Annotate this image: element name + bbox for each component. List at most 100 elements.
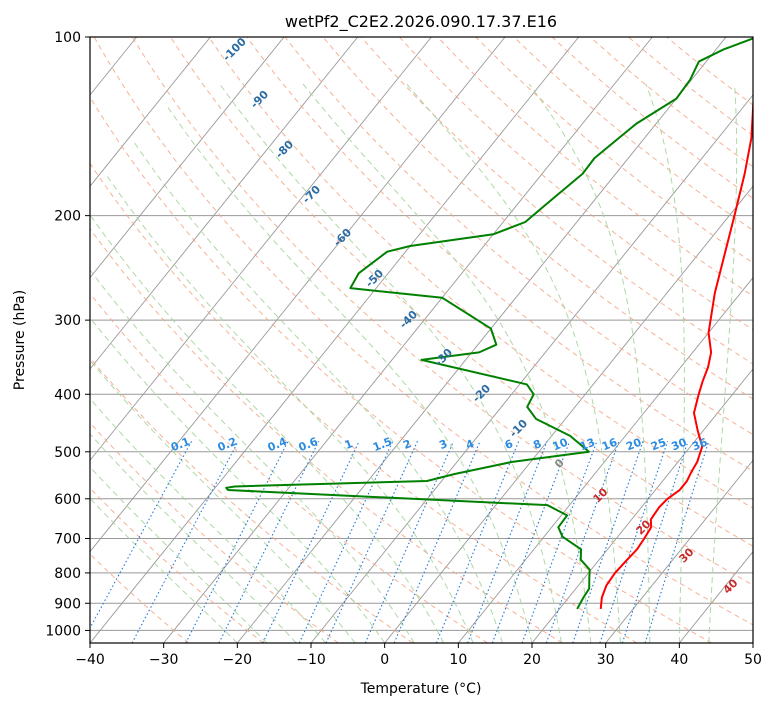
moist-adiabat-line <box>406 83 621 643</box>
mixing-ratio-label: 3 <box>437 437 449 452</box>
isotherm-line <box>457 276 753 643</box>
x-tick-label: 30 <box>597 652 615 668</box>
mixing-ratio-label: 2 <box>401 437 413 452</box>
dry-adiabat-line <box>551 37 753 199</box>
adiabat-label: -90 <box>248 88 271 111</box>
x-tick-label: −40 <box>75 652 105 668</box>
mixing-ratio-label: 6 <box>503 437 515 452</box>
dry-adiabat-line <box>90 357 414 643</box>
y-tick-label: 500 <box>54 445 81 461</box>
moist-adiabat-line <box>528 83 651 643</box>
isotherm-line <box>384 185 753 643</box>
x-tick-label: −10 <box>296 652 326 668</box>
mixing-ratio-label: 25 <box>649 436 668 454</box>
isotherm-line <box>605 459 753 643</box>
adiabat-label: -50 <box>363 267 386 290</box>
dry-adiabat-line <box>93 37 753 626</box>
mixing-ratio-label: 16 <box>600 436 619 454</box>
mixing-ratio-line <box>572 441 644 643</box>
mixing-ratio-line <box>364 441 455 643</box>
isotherm-line <box>531 368 753 643</box>
dry-adiabat-line <box>399 37 753 331</box>
moist-adiabat-line <box>90 466 268 643</box>
mixing-ratio-line <box>644 441 710 643</box>
moist-adiabat-line <box>133 141 504 643</box>
y-tick-label: 600 <box>54 492 81 508</box>
y-tick-label: 800 <box>54 566 81 582</box>
moist-adiabat-line <box>90 359 356 643</box>
mixing-ratio-line <box>521 441 598 643</box>
mixing-ratio-line <box>218 441 320 643</box>
thermo-lines-layer <box>90 37 753 643</box>
dry-adiabat-line <box>322 37 753 400</box>
mixing-ratio-line <box>298 441 394 643</box>
mixing-ratio-line <box>599 441 669 643</box>
chart-title: wetPf2_C2E2.2026.090.17.37.E16 <box>285 12 557 32</box>
isotherm-line <box>163 37 653 643</box>
adiabat-label: -30 <box>432 346 455 369</box>
moist-adiabat-line <box>105 173 474 643</box>
y-tick-label: 300 <box>54 313 81 329</box>
moist-adiabat-line <box>90 316 386 643</box>
adiabat-label: -70 <box>300 183 323 206</box>
dry-adiabat-line <box>90 227 563 643</box>
dry-adiabat-line <box>208 37 753 509</box>
adiabat-label: -40 <box>397 308 420 331</box>
y-axis-label: Pressure (hPa) <box>12 290 28 390</box>
mixing-ratio-label: 8 <box>531 437 543 452</box>
y-tick-label: 200 <box>54 209 81 225</box>
x-tick-label: 10 <box>449 652 467 668</box>
x-tick-label: 0 <box>380 652 389 668</box>
mixing-ratio-label: 36 <box>690 436 709 454</box>
mixing-ratio-line <box>545 441 620 643</box>
isotherm-line <box>90 37 580 643</box>
isotherm-line <box>90 37 506 553</box>
x-tick-label: 40 <box>670 652 688 668</box>
isotherm-line <box>90 37 211 187</box>
x-tick-label: 50 <box>744 652 762 668</box>
dry-adiabat-line <box>90 553 190 643</box>
dry-adiabat-line <box>475 37 753 264</box>
x-tick-label: −20 <box>223 652 253 668</box>
moist-adiabat-line <box>90 269 415 643</box>
dry-adiabat-line <box>90 487 264 643</box>
isotherm-line <box>752 642 753 643</box>
moist-adiabat-line <box>90 497 238 643</box>
moist-adiabat-line <box>645 83 685 643</box>
isotherm-line <box>0 37 63 643</box>
mixing-ratio-line <box>491 441 571 643</box>
dry-adiabat-line <box>513 37 753 231</box>
mixing-ratio-label: 20 <box>624 436 643 454</box>
isotherm-line <box>310 94 753 643</box>
moist-adiabat-line <box>708 83 738 643</box>
dewpoint-profile-line <box>225 37 753 610</box>
isotherm-line <box>90 37 432 462</box>
mixing-ratio-line <box>621 441 689 643</box>
moist-adiabat-line <box>90 213 445 643</box>
dry-adiabat-line <box>90 96 712 643</box>
mixing-ratio-line <box>466 441 548 643</box>
mixing-ratio-label: 4 <box>464 437 476 452</box>
moist-adiabat-line <box>219 83 562 643</box>
dry-adiabat-line <box>90 292 488 643</box>
y-tick-label: 400 <box>54 387 81 403</box>
mixing-ratio-line <box>393 441 481 643</box>
mixing-ratio-label: 13 <box>578 436 597 454</box>
moist-adiabat-line <box>165 104 533 643</box>
isotherm-line <box>90 37 285 279</box>
moist-adiabat-line <box>90 397 327 643</box>
mixing-ratio-label: 30 <box>669 436 688 454</box>
series-layer <box>225 37 753 610</box>
isotherm-line <box>236 37 727 643</box>
mixing-ratio-label: 1 <box>343 437 355 452</box>
y-tick-label: 100 <box>54 30 81 46</box>
adiabat-label: 40 <box>721 576 741 596</box>
adiabat-label: 30 <box>677 545 697 565</box>
dry-adiabat-line <box>90 422 339 643</box>
mixing-ratio-label: 10 <box>551 436 570 454</box>
dry-adiabat-line <box>360 37 753 365</box>
moist-adiabat-line <box>90 433 297 643</box>
y-tick-label: 1000 <box>45 623 81 639</box>
mixing-ratio-line <box>131 441 239 643</box>
